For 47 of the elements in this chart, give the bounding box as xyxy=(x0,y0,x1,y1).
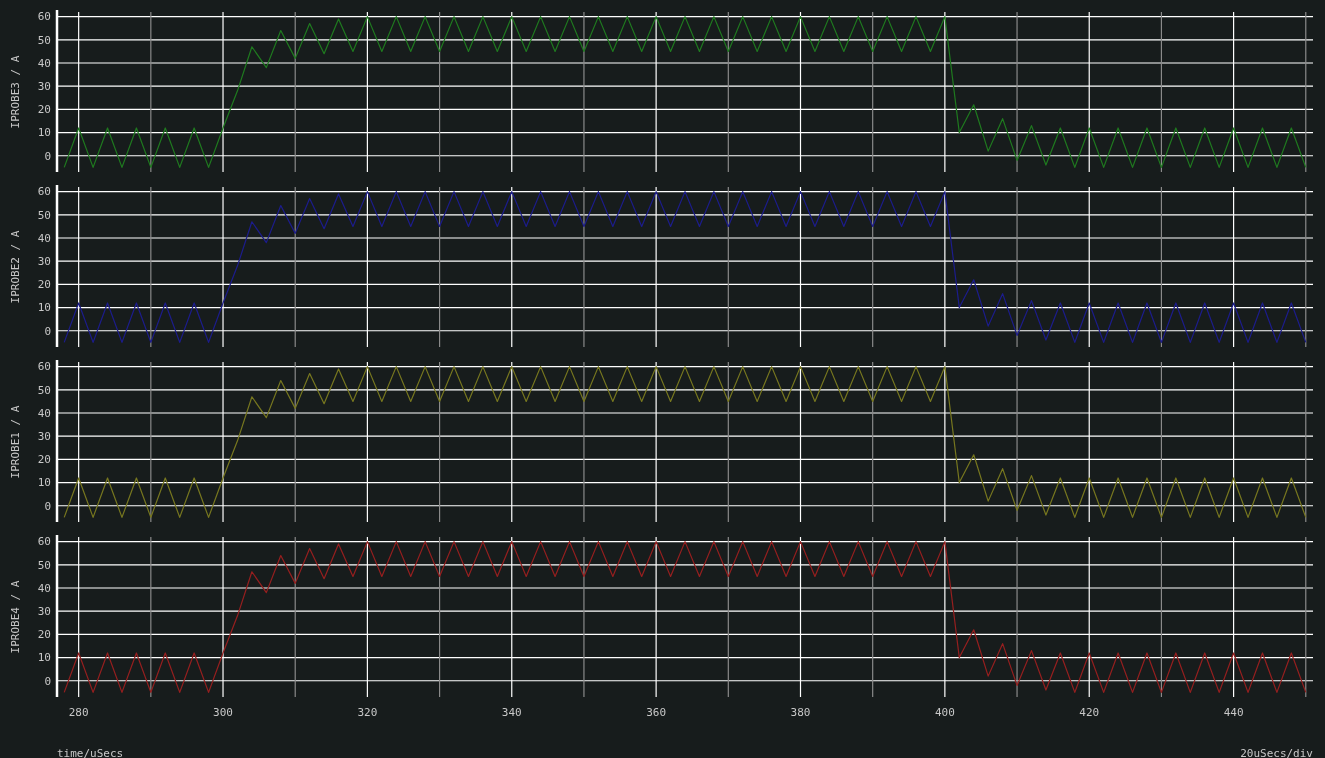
y-tick-label: 10 xyxy=(37,651,51,665)
y-tick-label: 40 xyxy=(37,581,51,595)
line-series xyxy=(63,366,1307,518)
y-tick-label: 10 xyxy=(37,301,51,315)
y-tick-label: 20 xyxy=(37,628,51,642)
y-tick-label: 0 xyxy=(44,149,51,163)
y-tick-label: 50 xyxy=(37,33,51,47)
y-tick-label: 30 xyxy=(37,80,51,94)
text: 20uSecs/div xyxy=(1240,747,1314,758)
y-tick-label: 40 xyxy=(37,231,51,245)
y-tick-label: 0 xyxy=(44,674,51,688)
y-tick-label: 20 xyxy=(37,453,51,467)
y-axis-title: IPROBE4 / A xyxy=(9,580,22,654)
x-tick-label: 300 xyxy=(213,706,233,719)
text: time/uSecs xyxy=(57,747,124,758)
y-axis-title: IPROBE1 / A xyxy=(9,405,22,479)
y-tick-label: 0 xyxy=(44,499,51,513)
line-series xyxy=(63,191,1307,343)
x-tick-label: 380 xyxy=(790,706,811,719)
line-series xyxy=(63,541,1307,693)
x-tick-label: 320 xyxy=(357,706,378,719)
y-tick-label: 10 xyxy=(37,126,51,140)
y-tick-label: 60 xyxy=(37,535,51,549)
y-tick-label: 50 xyxy=(37,208,51,222)
y-tick-label: 50 xyxy=(37,383,51,397)
y-axis-title: IPROBE2 / A xyxy=(9,230,22,304)
y-tick-label: 30 xyxy=(37,605,51,619)
y-tick-label: 40 xyxy=(37,56,51,70)
y-tick-label: 20 xyxy=(37,278,51,292)
x-tick-label: 400 xyxy=(934,706,955,719)
y-axis-title: IPROBE3 / A xyxy=(9,55,22,129)
x-tick-label: 280 xyxy=(68,706,89,719)
y-tick-label: 0 xyxy=(44,324,51,338)
y-tick-label: 20 xyxy=(37,103,51,117)
x-tick-label: 340 xyxy=(501,706,522,719)
y-tick-label: 10 xyxy=(37,476,51,490)
y-tick-label: 60 xyxy=(37,10,51,24)
y-tick-label: 40 xyxy=(37,406,51,420)
y-tick-label: 30 xyxy=(37,430,51,444)
y-tick-label: 50 xyxy=(37,558,51,572)
x-tick-label: 440 xyxy=(1223,706,1244,719)
line-series xyxy=(63,16,1307,168)
y-tick-label: 30 xyxy=(37,255,51,269)
x-tick-label: 360 xyxy=(646,706,667,719)
x-tick-label: 420 xyxy=(1079,706,1100,719)
y-tick-label: 60 xyxy=(37,360,51,374)
y-tick-label: 60 xyxy=(37,185,51,199)
